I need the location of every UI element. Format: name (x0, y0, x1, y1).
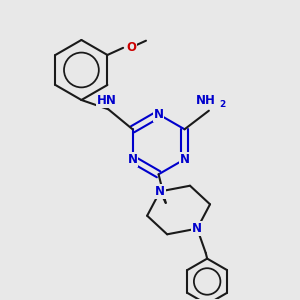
Text: N: N (192, 222, 202, 235)
Text: NH: NH (196, 94, 216, 107)
Text: HN: HN (97, 94, 117, 107)
Text: O: O (127, 41, 136, 54)
Text: N: N (155, 185, 165, 198)
Text: N: N (154, 108, 164, 121)
Text: N: N (128, 153, 138, 166)
Text: N: N (180, 153, 190, 166)
Text: 2: 2 (220, 100, 226, 109)
